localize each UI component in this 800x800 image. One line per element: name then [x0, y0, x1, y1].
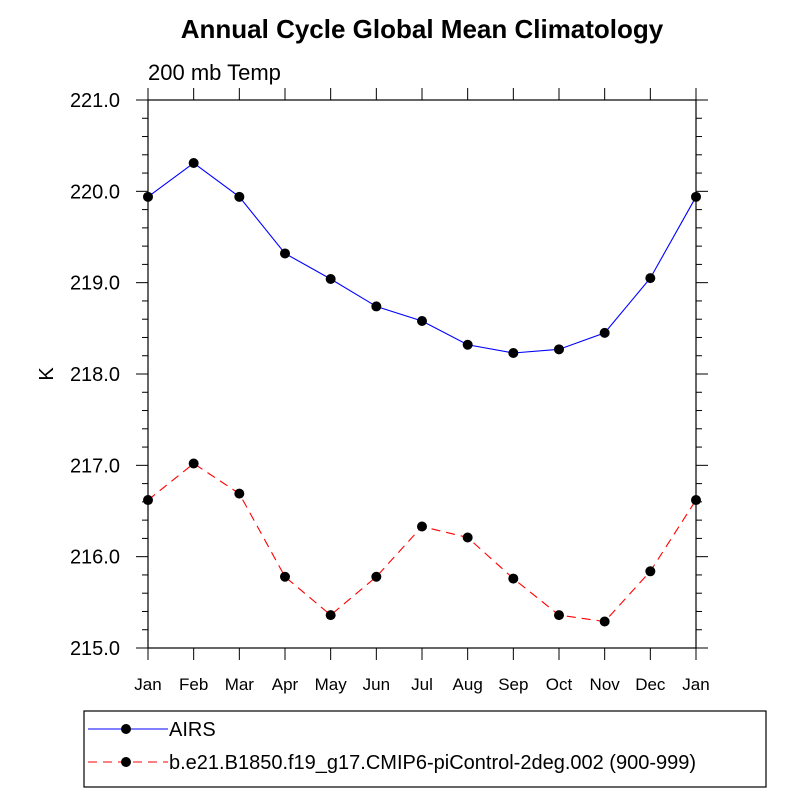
data-point [691, 191, 701, 202]
chart-subtitle: 200 mb Temp [148, 60, 281, 85]
data-point [325, 274, 336, 285]
data-point [234, 488, 245, 499]
legend-label-2: b.e21.B1850.f19_g17.CMIP6-piControl-2deg… [169, 752, 696, 774]
y-tick-label: 218.0 [70, 364, 120, 386]
x-tick-label: Aug [453, 675, 483, 694]
y-tick-label: 220.0 [70, 181, 120, 203]
series-line-2 [147, 462, 697, 623]
y-tick-label: 221.0 [70, 90, 120, 112]
data-point [188, 158, 199, 169]
legend-label-1: AIRS [169, 719, 216, 741]
data-point [599, 616, 610, 627]
axes: 215.0 216.0 217.0 218.0 219.0 220.0 221.0 Jan Fe… [70, 88, 710, 694]
data-point [645, 273, 656, 284]
data-point [143, 191, 153, 202]
y-tick-label: 215.0 [70, 638, 120, 660]
data-point [554, 610, 564, 621]
chart-title: Annual Cycle Global Mean Climatology [181, 14, 664, 44]
data-point [143, 495, 153, 506]
plot-frame [147, 99, 697, 649]
data-point [371, 571, 382, 582]
data-point [188, 458, 199, 469]
data-point [325, 610, 336, 621]
data-point [691, 495, 701, 506]
data-point [508, 573, 519, 584]
data-point [462, 532, 473, 543]
x-tick-label: Oct [546, 675, 573, 694]
x-tick-label: Sep [498, 675, 528, 694]
data-point [280, 571, 290, 582]
legend: AIRS b.e21.B1850.f19_g17.CMIP6-piControl-… [83, 710, 767, 788]
x-tick-label: Nov [590, 675, 621, 694]
data-point [417, 521, 427, 532]
data-point [280, 248, 290, 259]
x-tick-label: May [315, 675, 348, 694]
data-point [645, 566, 656, 577]
x-tick-label: Mar [225, 675, 255, 694]
y-tick-label: 219.0 [70, 273, 120, 295]
plot-area [143, 158, 701, 627]
x-tick-label: Feb [179, 675, 208, 694]
x-tick-label: Jan [682, 675, 709, 694]
y-tick-label: 216.0 [70, 547, 120, 569]
x-tick-label: Jan [134, 675, 161, 694]
legend-marker-2 [121, 757, 131, 767]
data-point [234, 191, 245, 202]
data-point [462, 339, 473, 350]
data-point [371, 301, 382, 312]
x-tick-label: Jul [411, 675, 433, 694]
data-point [417, 316, 427, 327]
y-tick-label: 217.0 [70, 455, 120, 477]
x-tick-label: Apr [272, 675, 299, 694]
legend-marker-1 [121, 724, 131, 734]
y-axis-label: K [36, 367, 58, 381]
data-point [599, 327, 610, 338]
data-point [508, 347, 519, 358]
legend-box [83, 710, 767, 788]
x-tick-label: Dec [635, 675, 666, 694]
x-tick-label: Jun [363, 675, 390, 694]
data-point [554, 344, 564, 355]
